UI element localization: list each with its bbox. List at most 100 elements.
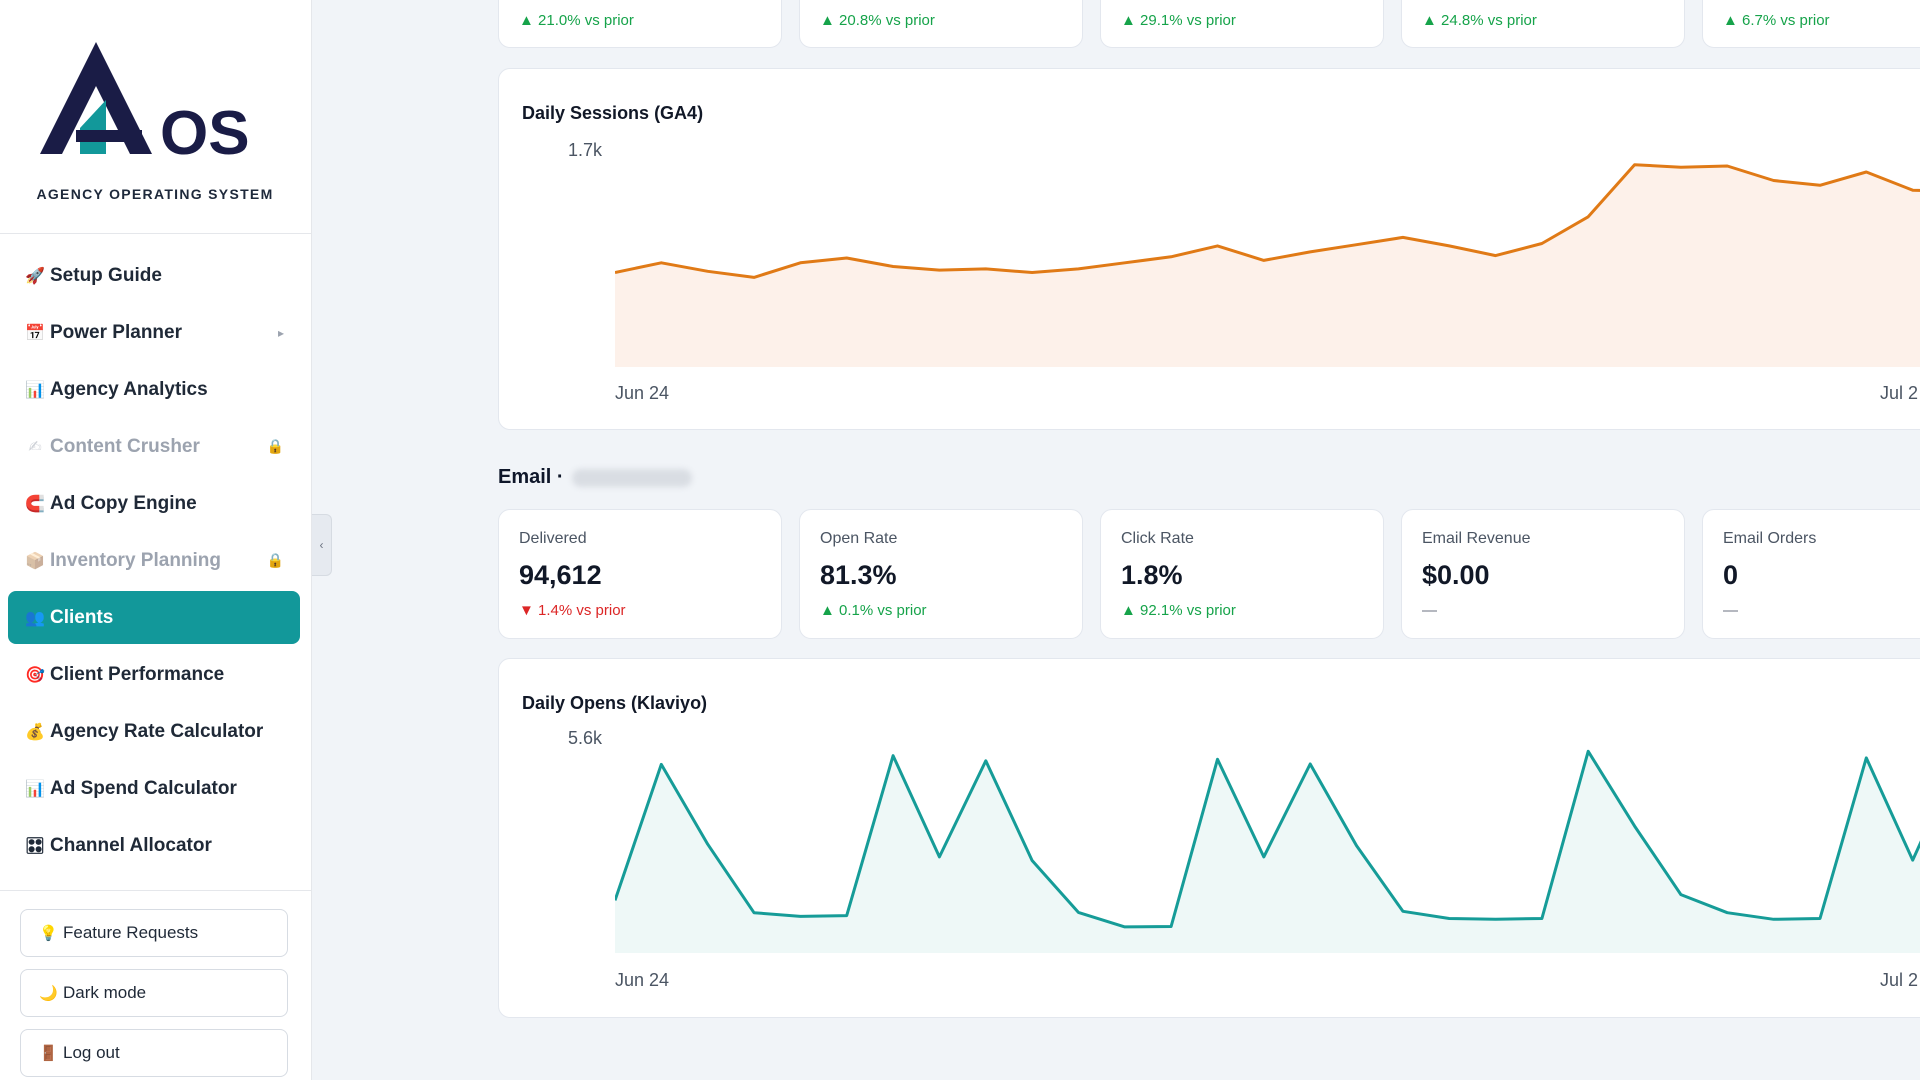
sidebar-collapse-handle[interactable]: ‹ [312,514,332,576]
nav-icon: 📅 [25,324,45,342]
sidebar-item-inventory-planning[interactable]: 📦 Inventory Planning 🔒 [8,534,300,587]
series-line [615,749,1920,929]
sidebar-item-label: Client Performance [50,663,225,685]
email-section-title: Email · [498,466,692,489]
data-point[interactable] [1030,859,1034,863]
data-point[interactable] [1123,925,1127,929]
kpi-delta: ▲ 24.8% vs prior [1422,12,1537,29]
data-point[interactable] [659,762,663,766]
data-point[interactable] [1818,183,1822,187]
sidebar-item-label: Ad Spend Calculator [50,777,237,799]
data-point[interactable] [1679,893,1683,897]
data-point[interactable] [1169,925,1173,929]
data-point[interactable] [1818,917,1822,921]
data-point[interactable] [1586,215,1590,219]
data-point[interactable] [798,914,802,918]
data-point[interactable] [1586,749,1590,753]
sidebar-item-ad-spend-calculator[interactable]: 📊 Ad Spend Calculator [8,762,300,815]
data-point[interactable] [937,855,941,859]
data-point[interactable] [1030,271,1034,275]
data-point[interactable] [1355,844,1359,848]
data-point[interactable] [706,842,710,846]
sidebar-item-agency-rate-calculator[interactable]: 💰 Agency Rate Calculator [8,705,300,758]
data-point[interactable] [1864,756,1868,760]
feature-requests-button[interactable]: 💡 Feature Requests [20,909,288,957]
kpi-delta: ▲ 6.7% vs prior [1723,12,1830,29]
data-point[interactable] [891,265,895,269]
sidebar-item-clients[interactable]: 👥 Clients [8,591,300,644]
data-point[interactable] [1679,165,1683,169]
data-point[interactable] [1540,242,1544,246]
data-point[interactable] [1355,243,1359,247]
x-tick-label-start: Jun 24 [615,970,669,990]
data-point[interactable] [891,754,895,758]
data-point[interactable] [1308,250,1312,254]
data-point[interactable] [1494,917,1498,921]
data-point[interactable] [752,275,756,279]
data-point[interactable] [845,914,849,918]
nav-icon: 💰 [25,723,45,741]
aos-logo[interactable]: OS [36,38,276,163]
data-point[interactable] [1494,254,1498,258]
data-point[interactable] [984,759,988,763]
data-point[interactable] [1633,824,1637,828]
sidebar-item-setup-guide[interactable]: 🚀 Setup Guide [8,249,300,302]
data-point[interactable] [706,269,710,273]
sessions-chart-card: Daily Sessions (GA4) 1.7k Jun 24 Jul 2 [498,68,1920,430]
opens-chart-card: Daily Opens (Klaviyo) 5.6k Jun 24 Jul 2 [498,658,1920,1018]
data-point[interactable] [1633,163,1637,167]
kpi-card: ▲ 24.8% vs prior [1401,0,1685,48]
data-point[interactable] [1262,855,1266,859]
data-point[interactable] [1401,909,1405,913]
data-point[interactable] [1216,757,1220,761]
door-icon: 🚪 [39,1045,58,1062]
data-point[interactable] [1447,917,1451,921]
data-point[interactable] [1772,917,1776,921]
data-point[interactable] [1725,911,1729,915]
data-point[interactable] [845,256,849,260]
dark-mode-toggle[interactable]: 🌙 Dark mode [20,969,288,1017]
data-point[interactable] [1725,164,1729,168]
sidebar-nav: 🚀 Setup Guide 📅 Power Planner ▸ 📊 Agency Analy… [8,249,300,876]
data-point[interactable] [1911,858,1915,862]
kpi-delta: ▲ 20.8% vs prior [820,12,935,29]
y-tick-label: 5.6k [568,728,603,748]
data-point[interactable] [1772,179,1776,183]
data-point[interactable] [984,267,988,271]
data-point[interactable] [1401,235,1405,239]
data-point[interactable] [798,261,802,265]
sidebar-item-label: Clients [50,606,114,628]
logout-button[interactable]: 🚪 Log out [20,1029,288,1077]
submenu-indicator-icon: ▸ [277,325,284,340]
sidebar-item-agency-analytics[interactable]: 📊 Agency Analytics [8,363,300,416]
data-point[interactable] [1076,910,1080,914]
data-point[interactable] [659,261,663,265]
sidebar-item-channel-allocator[interactable]: 🎛 Channel Allocator [8,819,300,872]
sidebar-item-label: Content Crusher [50,435,200,457]
data-point[interactable] [1216,244,1220,248]
data-point[interactable] [1864,170,1868,174]
sidebar-item-power-planner[interactable]: 📅 Power Planner ▸ [8,306,300,359]
logo-area: OS AGENCY OPERATING SYSTEM [0,0,311,234]
data-point[interactable] [1540,917,1544,921]
sidebar-item-label: Inventory Planning [50,549,222,571]
data-point[interactable] [1076,267,1080,271]
chart-title: Daily Sessions (GA4) [522,103,704,123]
data-point[interactable] [1169,255,1173,259]
data-point[interactable] [1447,244,1451,248]
data-point[interactable] [752,911,756,915]
kpi-value: $0.00 [1422,560,1490,590]
sidebar-item-ad-copy-engine[interactable]: 🧲 Ad Copy Engine [8,477,300,530]
data-point[interactable] [1308,762,1312,766]
data-point[interactable] [1123,261,1127,265]
data-point[interactable] [1911,188,1915,192]
data-point[interactable] [613,271,617,275]
sidebar-item-content-crusher[interactable]: ✍ Content Crusher 🔒 [8,420,300,473]
kpi-card: ▲ 20.8% vs prior [799,0,1083,48]
data-point[interactable] [1262,258,1266,262]
sidebar-item-client-performance[interactable]: 🎯 Client Performance [8,648,300,701]
data-point[interactable] [937,268,941,272]
data-point[interactable] [613,898,617,902]
kpi-value: 1.8% [1121,560,1183,590]
sidebar-item-label: Agency Analytics [50,378,208,400]
